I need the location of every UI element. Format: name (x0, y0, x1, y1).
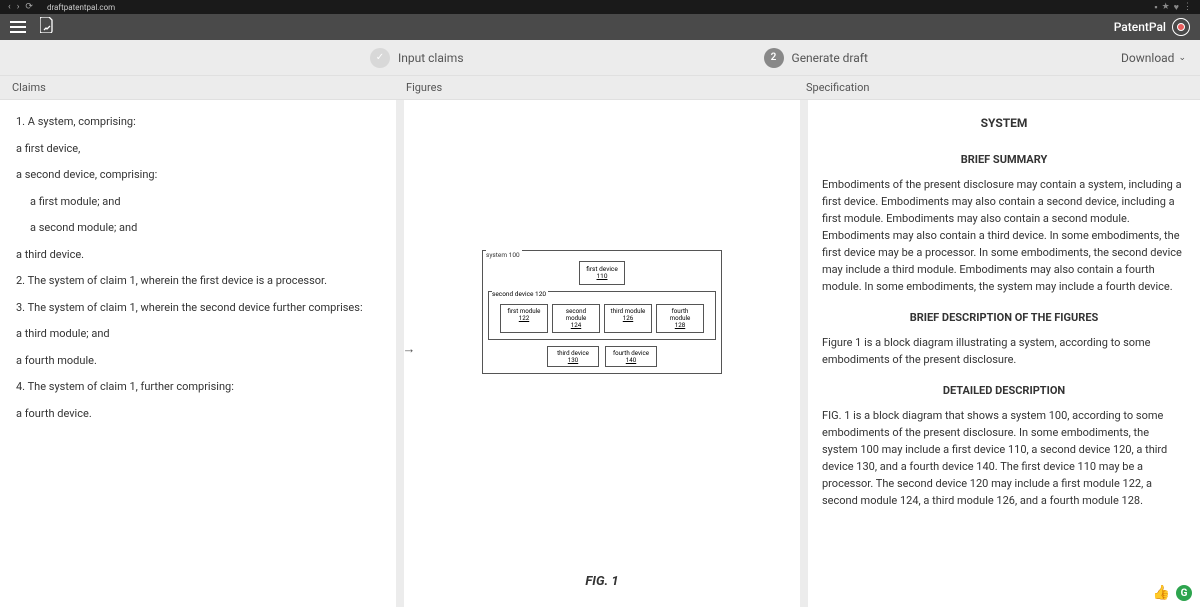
spec-figdesc-text: Figure 1 is a block diagram illustrating… (822, 334, 1186, 368)
back-icon[interactable]: ‹ (8, 2, 11, 12)
chevron-down-icon: ⌄ (1178, 53, 1186, 63)
first-device-box: first device 110 (579, 261, 625, 285)
app-topbar: PatentPal (0, 14, 1200, 40)
diagram: system 100 first device 110 second devic… (444, 140, 760, 574)
ext-icon[interactable]: ★ (1162, 2, 1170, 13)
spec-heading-detail: DETAILED DESCRIPTION (822, 382, 1186, 399)
claim-line: a second module; and (30, 220, 380, 237)
document-icon[interactable] (40, 17, 54, 37)
grammarly-icon[interactable]: G (1176, 585, 1192, 601)
brand-logo-icon (1172, 18, 1190, 36)
system-box: system 100 first device 110 second devic… (482, 250, 722, 374)
claim-line: a first device, (16, 141, 380, 158)
claims-panel: 1. A system, comprising: a first device,… (0, 100, 396, 607)
claim-line: a second device, comprising: (16, 167, 380, 184)
browser-nav-icons: ‹ › ⟳ (8, 2, 33, 12)
claim-line: 3. The system of claim 1, wherein the se… (16, 300, 380, 317)
ext-icon[interactable]: ♥ (1174, 2, 1179, 13)
claims-text[interactable]: 1. A system, comprising: a first device,… (0, 100, 396, 446)
expand-arrow-icon[interactable]: → (404, 340, 418, 358)
ext-icon[interactable]: ⋮ (1183, 2, 1192, 13)
steps-bar: ✓ Input claims 2 Generate draft Download… (0, 40, 1200, 76)
step-input-claims[interactable]: ✓ Input claims (370, 48, 464, 68)
claim-line: a third device. (16, 247, 380, 264)
step-generate-draft[interactable]: 2 Generate draft (764, 48, 868, 68)
claim-line: a third module; and (16, 326, 380, 343)
figure-caption: FIG. 1 (444, 574, 760, 589)
module-box: first module122 (500, 304, 548, 332)
claim-line: a first module; and (30, 194, 380, 211)
third-device-box: third device130 (547, 346, 599, 368)
step1-check-icon: ✓ (370, 48, 390, 68)
brand[interactable]: PatentPal (1114, 18, 1190, 36)
panel-title-spec: Specification (800, 76, 1200, 99)
panels-container: 1. A system, comprising: a first device,… (0, 100, 1200, 607)
second-device-box: second device 120 first module122 second… (488, 291, 716, 339)
claim-line: 4. The system of claim 1, further compri… (16, 379, 380, 396)
browser-url[interactable]: draftpatentpal.com (47, 3, 115, 12)
brand-name: PatentPal (1114, 20, 1166, 34)
module-box: third module126 (604, 304, 652, 332)
claim-line: a fourth module. (16, 353, 380, 370)
hamburger-icon[interactable] (10, 21, 26, 33)
spec-heading-summary: BRIEF SUMMARY (822, 151, 1186, 168)
figure-canvas[interactable]: system 100 first device 110 second devic… (404, 100, 800, 607)
claim-line: a fourth device. (16, 406, 380, 423)
browser-ext-icons: ▪ ★ ♥ ⋮ (1154, 2, 1192, 13)
system-label: system 100 (486, 250, 522, 259)
forward-icon[interactable]: › (17, 2, 20, 12)
step2-number: 2 (764, 48, 784, 68)
corner-widgets: 👍 G (1153, 585, 1192, 601)
module-box: fourth module128 (656, 304, 704, 332)
browser-chrome: ‹ › ⟳ draftpatentpal.com ▪ ★ ♥ ⋮ (0, 0, 1200, 14)
thumbs-up-icon[interactable]: 👍 (1153, 585, 1170, 601)
reload-icon[interactable]: ⟳ (25, 2, 33, 12)
spec-summary-text: Embodiments of the present disclosure ma… (822, 176, 1186, 295)
spec-detail-text: FIG. 1 is a block diagram that shows a s… (822, 407, 1186, 509)
ext-icon[interactable]: ▪ (1154, 2, 1157, 13)
fourth-device-box: fourth device140 (605, 346, 657, 368)
step1-label: Input claims (398, 51, 464, 65)
specification-text[interactable]: SYSTEM BRIEF SUMMARY Embodiments of the … (808, 100, 1200, 533)
bottom-devices-row: third device130 fourth device140 (486, 346, 718, 368)
panels-header: Claims Figures Specification (0, 76, 1200, 100)
panel-title-figures: Figures (400, 76, 800, 99)
spec-heading-figdesc: BRIEF DESCRIPTION OF THE FIGURES (822, 309, 1186, 326)
panel-title-claims: Claims (0, 76, 400, 99)
second-device-label: second device 120 (492, 291, 548, 298)
claim-line: 2. The system of claim 1, wherein the fi… (16, 273, 380, 290)
claim-line: 1. A system, comprising: (16, 114, 380, 131)
step2-label: Generate draft (792, 51, 868, 65)
download-label: Download (1121, 51, 1174, 65)
figures-panel: → system 100 first device 110 second dev… (404, 100, 800, 607)
module-box: second module124 (552, 304, 600, 332)
spec-title: SYSTEM (822, 114, 1186, 133)
download-button[interactable]: Download ⌄ (1121, 51, 1186, 65)
modules-row: first module122 second module124 third m… (492, 304, 712, 332)
specification-panel: SYSTEM BRIEF SUMMARY Embodiments of the … (808, 100, 1200, 607)
